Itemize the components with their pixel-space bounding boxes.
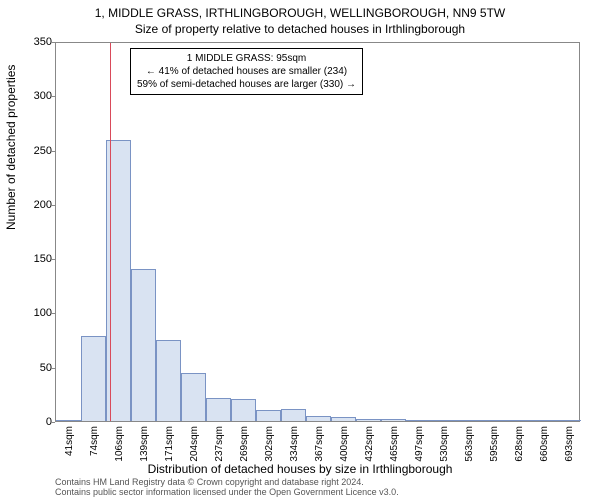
y-tick-label: 250	[34, 145, 52, 157]
x-tick-label: 530sqm	[439, 426, 450, 462]
y-tick-mark	[51, 368, 55, 369]
histogram-bar	[131, 269, 156, 421]
x-tick-label: 367sqm	[314, 426, 325, 462]
x-tick-label: 465sqm	[389, 426, 400, 462]
y-tick-mark	[51, 313, 55, 314]
x-tick-label: 432sqm	[364, 426, 375, 462]
histogram-bar	[431, 420, 456, 421]
annotation-line-2: ← 41% of detached houses are smaller (23…	[137, 65, 356, 78]
histogram-bar	[356, 419, 381, 421]
histogram-bar	[181, 373, 206, 421]
y-tick-mark	[51, 259, 55, 260]
y-tick-label: 350	[34, 36, 52, 48]
x-tick-label: 237sqm	[214, 426, 225, 462]
x-tick-label: 334sqm	[289, 426, 300, 462]
y-tick-mark	[51, 151, 55, 152]
plot-area	[55, 42, 580, 422]
x-tick-label: 139sqm	[139, 426, 150, 462]
x-tick-label: 595sqm	[489, 426, 500, 462]
histogram-bar	[306, 416, 331, 421]
x-tick-label: 693sqm	[564, 426, 575, 462]
annotation-box: 1 MIDDLE GRASS: 95sqm← 41% of detached h…	[130, 48, 363, 95]
histogram-bar	[456, 420, 481, 421]
y-tick-label: 150	[34, 253, 52, 265]
x-tick-label: 171sqm	[164, 426, 175, 462]
histogram-bar	[56, 420, 81, 421]
histogram-bar	[256, 410, 281, 421]
chart-subtitle: Size of property relative to detached ho…	[0, 20, 600, 36]
histogram-bar	[531, 420, 556, 421]
x-tick-label: 204sqm	[189, 426, 200, 462]
x-tick-label: 106sqm	[114, 426, 125, 462]
histogram-bar	[406, 420, 431, 421]
histogram-bar	[506, 420, 531, 421]
y-tick-mark	[51, 42, 55, 43]
x-axis-label: Distribution of detached houses by size …	[0, 462, 600, 476]
y-tick-label: 100	[34, 307, 52, 319]
marker-line	[110, 43, 111, 421]
x-tick-label: 269sqm	[239, 426, 250, 462]
x-tick-label: 41sqm	[64, 426, 75, 456]
y-tick-mark	[51, 422, 55, 423]
annotation-line-3: 59% of semi-detached houses are larger (…	[137, 78, 356, 91]
attribution-text: Contains HM Land Registry data © Crown c…	[55, 478, 399, 498]
histogram-bar	[481, 420, 506, 421]
histogram-bar	[206, 398, 231, 421]
histogram-bar	[331, 417, 356, 421]
histogram-bar	[156, 340, 181, 421]
histogram-bar	[81, 336, 106, 421]
attribution-line-2: Contains public sector information licen…	[55, 488, 399, 498]
x-tick-label: 74sqm	[89, 426, 100, 456]
x-tick-label: 563sqm	[464, 426, 475, 462]
y-tick-label: 300	[34, 90, 52, 102]
histogram-bar	[381, 419, 406, 421]
x-tick-label: 400sqm	[339, 426, 350, 462]
y-axis-label: Number of detached properties	[4, 65, 18, 230]
annotation-line-1: 1 MIDDLE GRASS: 95sqm	[137, 52, 356, 65]
chart-title: 1, MIDDLE GRASS, IRTHLINGBOROUGH, WELLIN…	[0, 0, 600, 20]
x-tick-label: 660sqm	[539, 426, 550, 462]
x-tick-label: 302sqm	[264, 426, 275, 462]
histogram-bar	[231, 399, 256, 421]
y-tick-label: 200	[34, 199, 52, 211]
histogram-bar	[556, 420, 581, 421]
x-tick-label: 497sqm	[414, 426, 425, 462]
y-tick-mark	[51, 205, 55, 206]
x-tick-label: 628sqm	[514, 426, 525, 462]
histogram-bar	[281, 409, 306, 421]
y-tick-mark	[51, 96, 55, 97]
